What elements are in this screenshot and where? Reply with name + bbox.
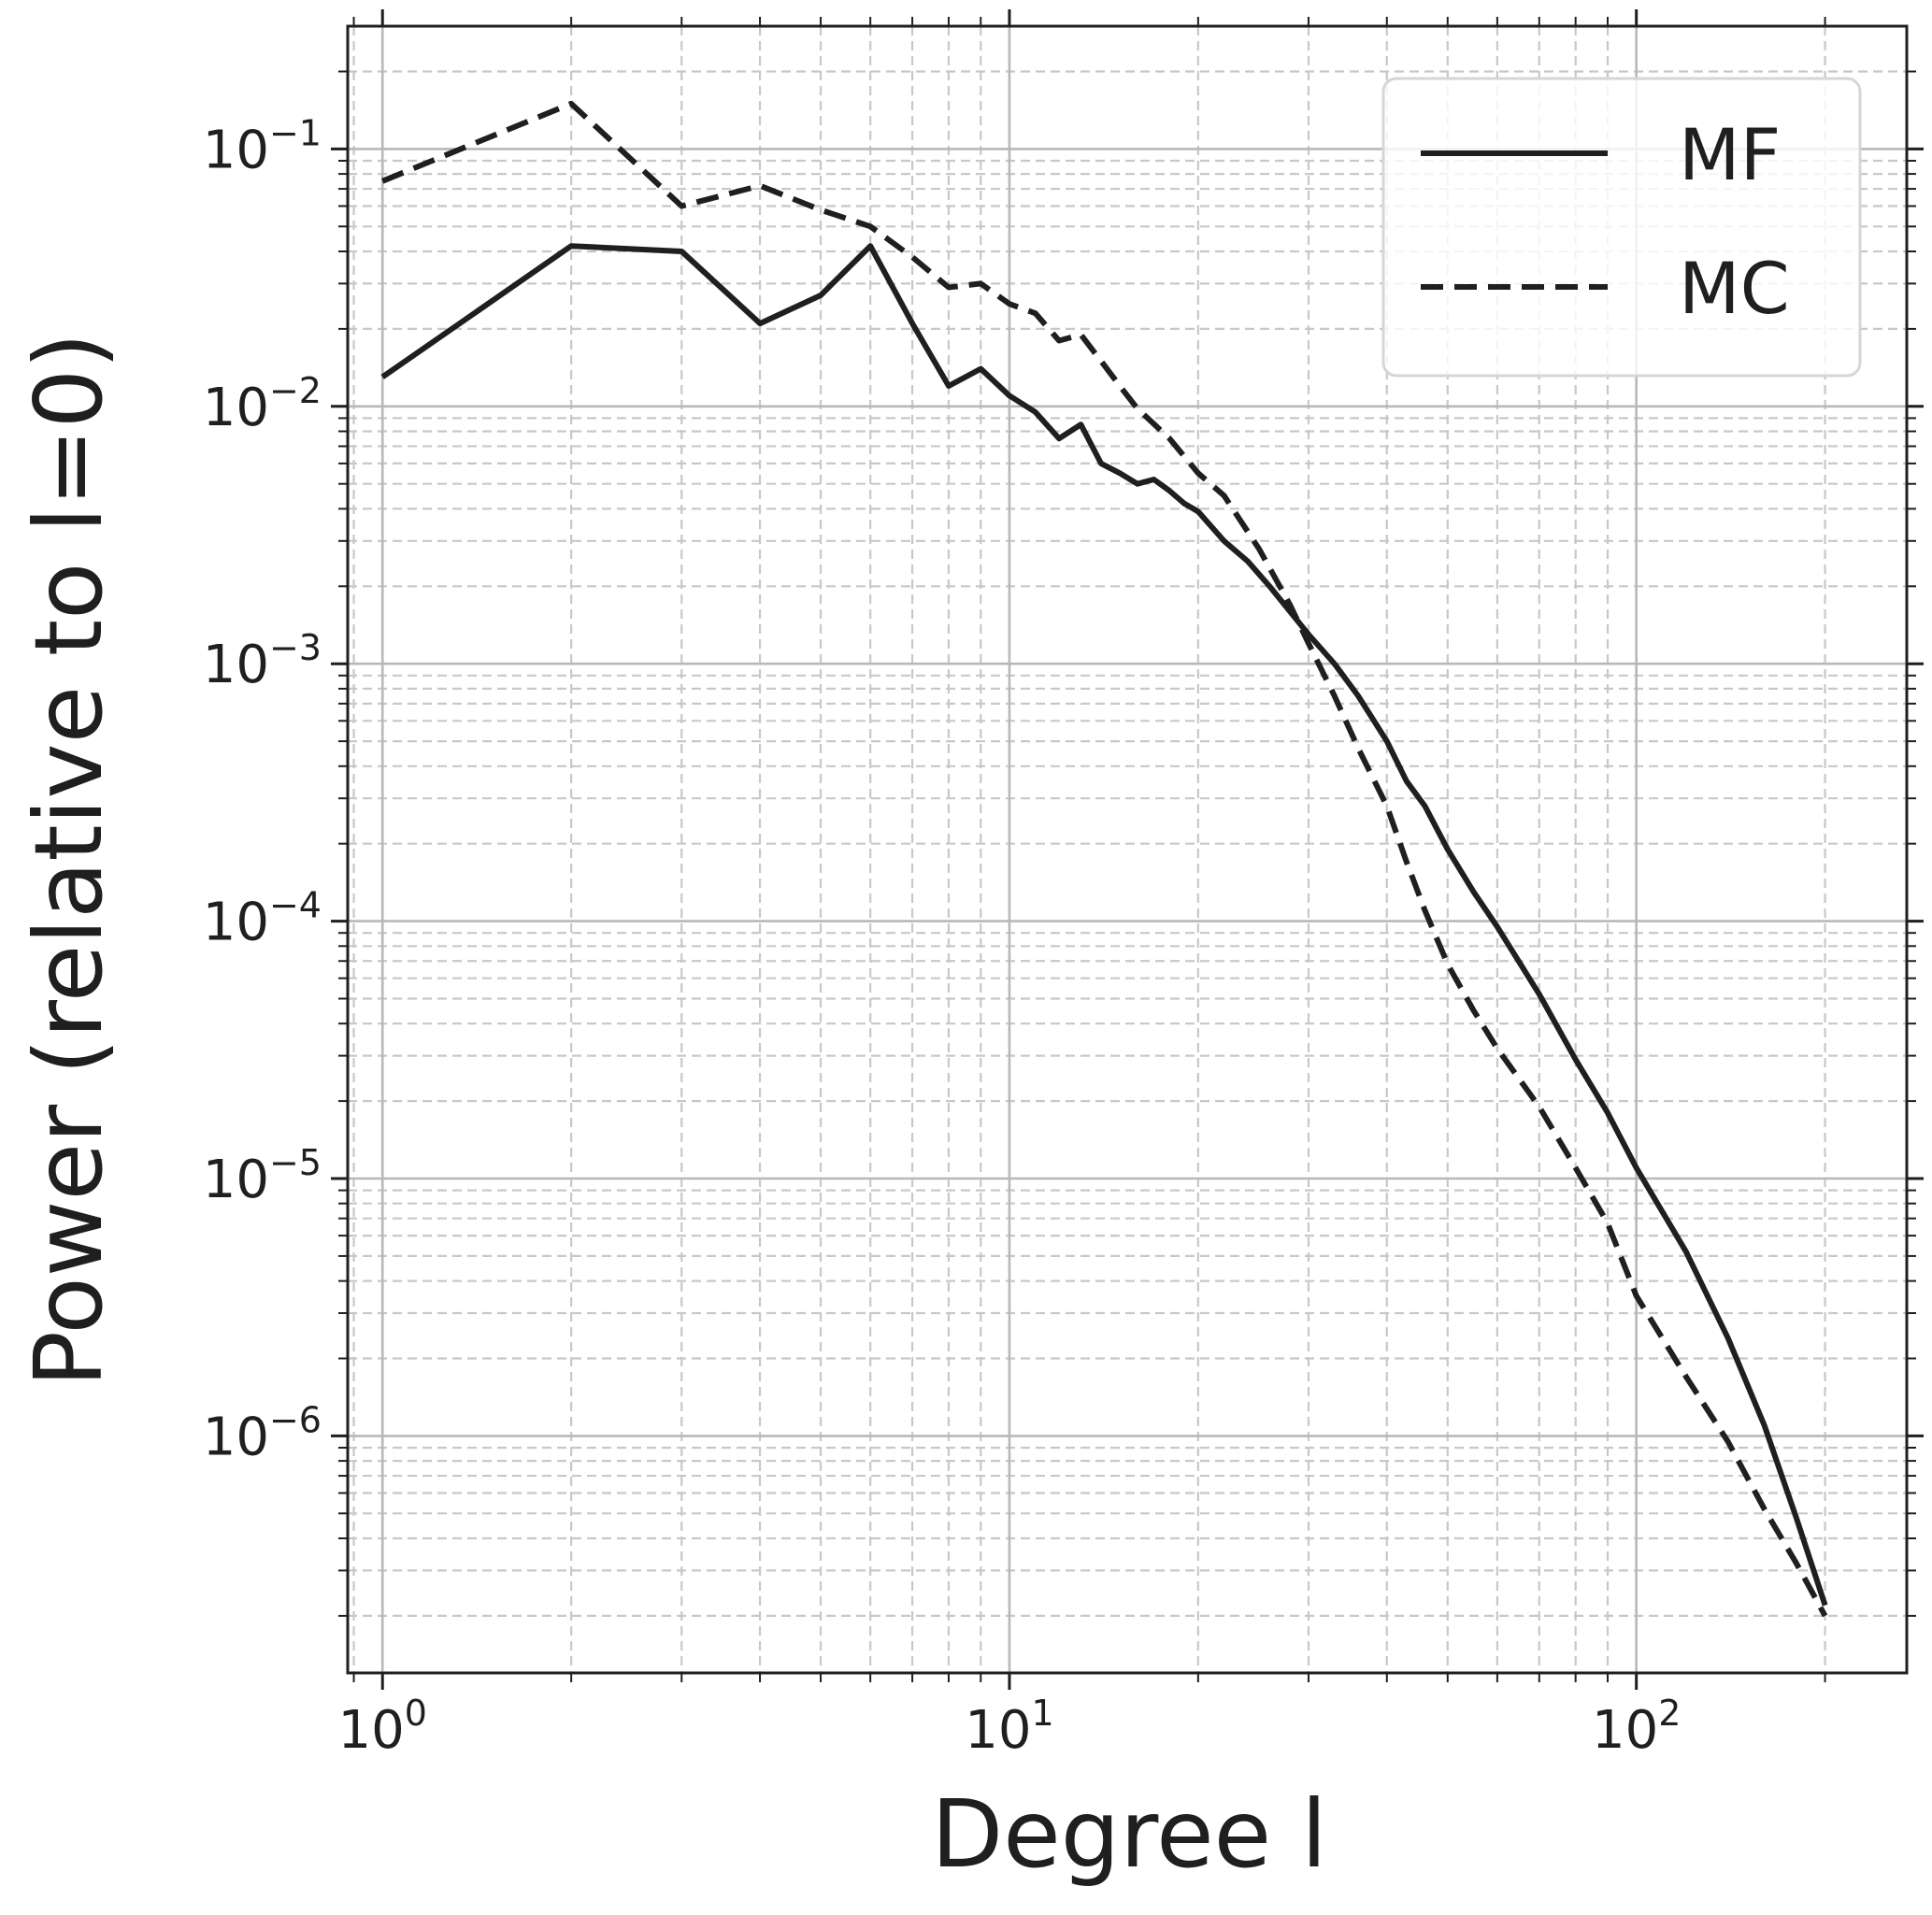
legend-label-mc: MC [1679,247,1790,330]
x-tick-label: 100 [338,1693,427,1761]
series-layer [380,100,1828,1618]
series-line-mf [380,243,1828,1607]
y-axis-label: Power (relative to l=0) [14,333,123,1388]
legend-frame [1381,77,1862,378]
y-tick-label: 10−3 [203,627,322,695]
y-tick-label: 10−5 [203,1142,322,1210]
legend-label-mf: MF [1679,113,1781,196]
axes-border [346,24,1909,1675]
legend: MF MC [1381,77,1862,378]
x-tick-label: 102 [1592,1693,1681,1761]
y-tick-label: 10−1 [203,112,322,180]
axes-frame [346,24,1909,1675]
series-line-mc [381,100,1828,1618]
y-tick-label: 10−2 [203,370,322,438]
x-axis-label: Degree l [931,1779,1327,1889]
y-tick-label: 10−6 [203,1399,322,1467]
x-tick-label: 101 [965,1693,1053,1761]
tick-labels: 100 101 102 10−1 10−2 10−3 10−4 10−5 10−6 [203,112,1682,1761]
y-tick-label: 10−4 [203,885,322,953]
ticks [331,9,1924,1690]
